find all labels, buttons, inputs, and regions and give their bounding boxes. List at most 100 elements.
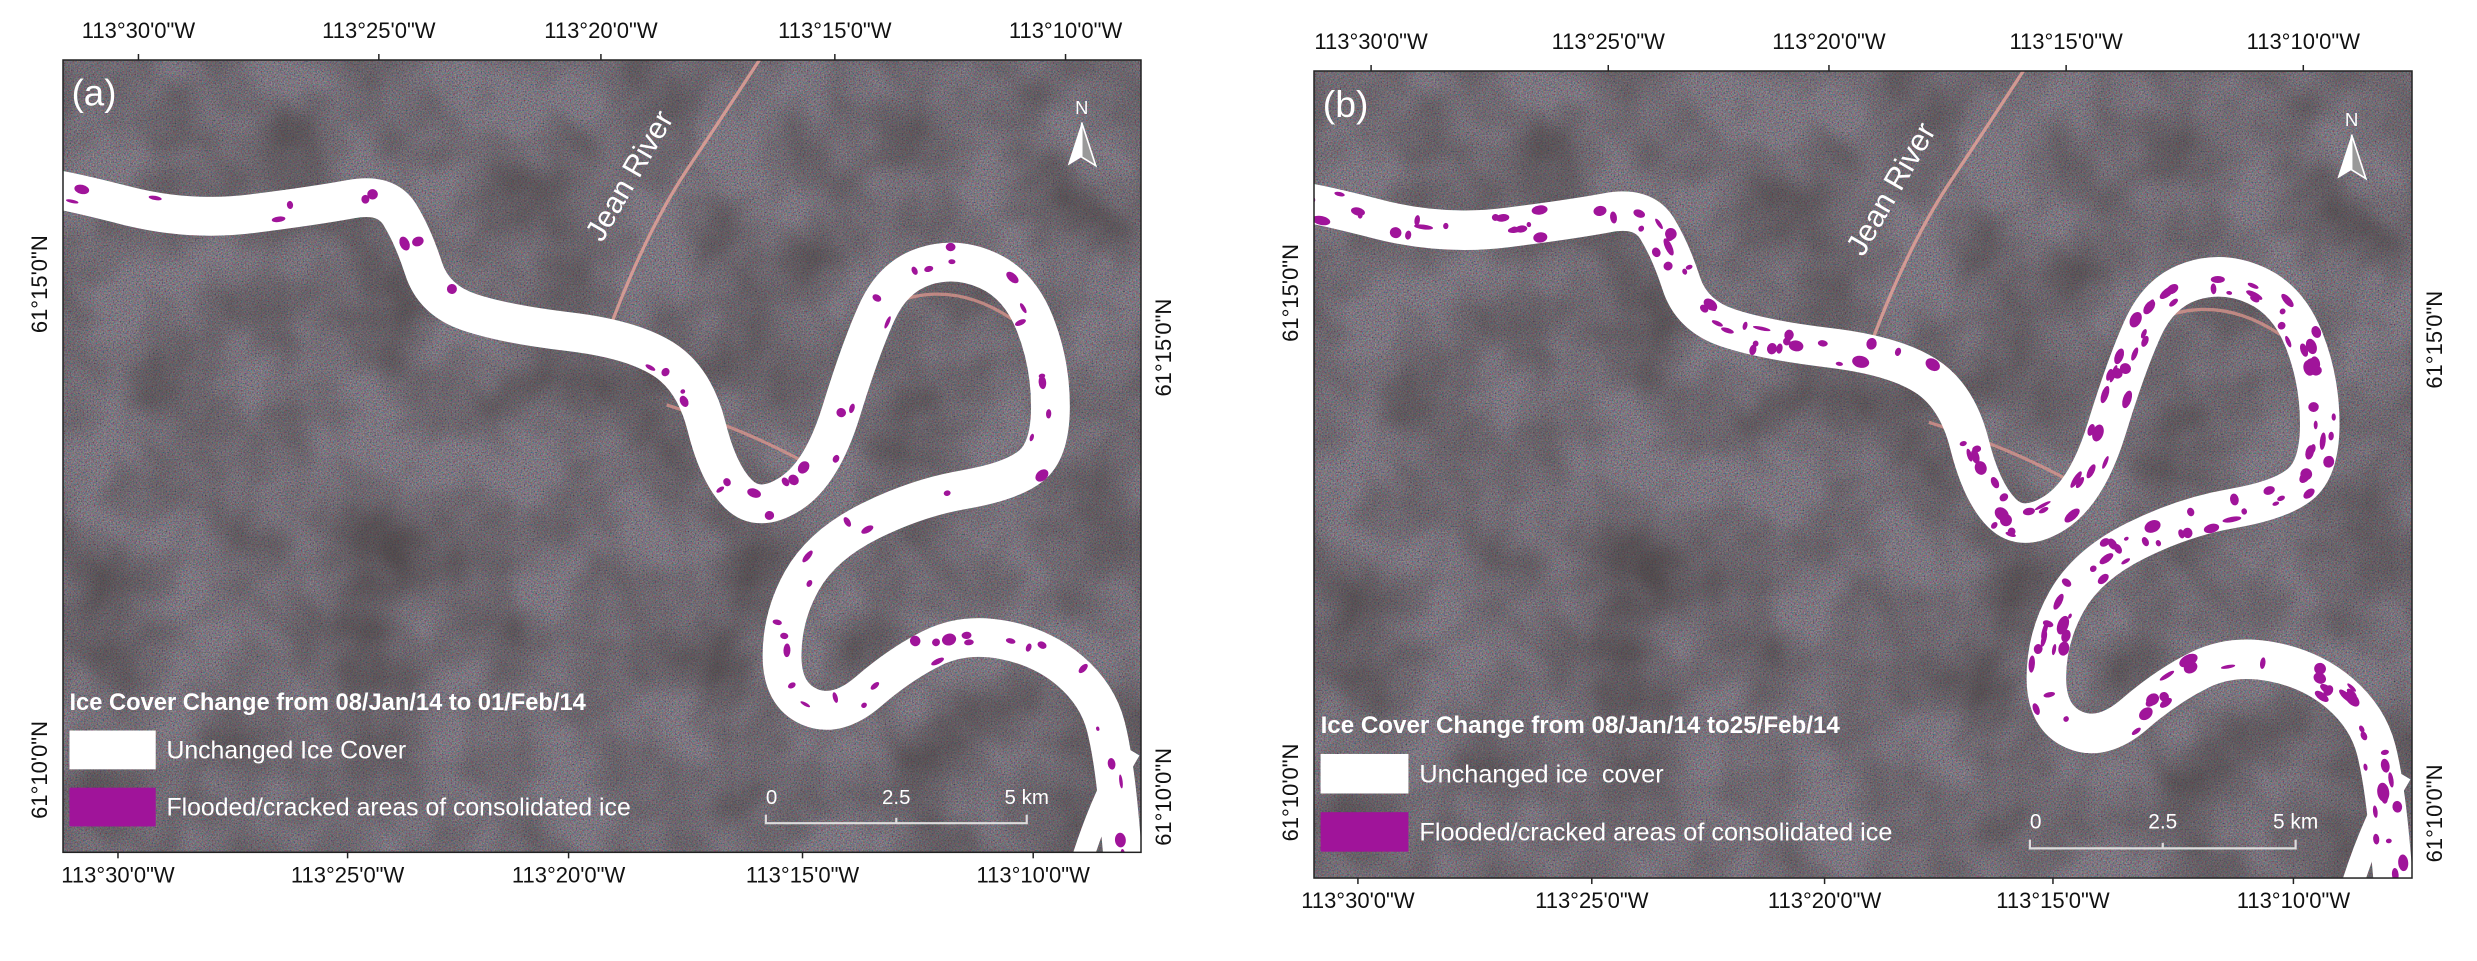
- flooded-ice-patch: [1711, 320, 1723, 327]
- flooded-ice-patch: [1721, 327, 1734, 334]
- flooded-ice-patch: [1999, 493, 2009, 502]
- longitude-label: 113°20'0"W: [512, 862, 626, 887]
- legend-item: Flooded/cracked areas of consolidated ic…: [166, 795, 630, 822]
- flooded-ice-patch: [1742, 321, 1748, 330]
- flooded-ice-patch: [2359, 725, 2365, 733]
- flooded-ice-patch: [2042, 620, 2054, 628]
- legend-swatch: [69, 730, 156, 770]
- flooded-ice-patch: [2097, 573, 2109, 585]
- flooded-ice-patch: [2102, 456, 2109, 469]
- flooded-ice-patch: [932, 638, 940, 647]
- north-label: N: [1075, 97, 1088, 118]
- flooded-ice-patch: [2119, 363, 2132, 374]
- flooded-ice-patch: [2040, 630, 2048, 647]
- flooded-ice-patch: [2319, 432, 2326, 450]
- flooded-ice-patch: [948, 259, 956, 265]
- longitude-label: 113°20'0"W: [1768, 888, 1882, 913]
- longitude-label: 113°15'0"W: [778, 18, 892, 43]
- panel-label: (a): [72, 72, 117, 113]
- flooded-ice-patch: [1314, 215, 1331, 226]
- flooded-ice-patch: [716, 486, 725, 493]
- flooded-ice-patch: [1638, 225, 1645, 232]
- flooded-ice-patch: [645, 364, 656, 371]
- flooded-ice-patch: [806, 579, 813, 587]
- flooded-ice-patch: [802, 550, 813, 563]
- flooded-ice-patch: [2058, 641, 2070, 656]
- scale-label: 2.5: [882, 786, 910, 809]
- flooded-ice-patch: [931, 657, 944, 666]
- longitude-label: 113°25'0"W: [291, 862, 405, 887]
- flooded-ice-patch: [870, 682, 880, 690]
- flooded-ice-patch: [911, 266, 918, 275]
- latitude-label: 61°10'0"N: [1278, 744, 1303, 842]
- flooded-ice-patch: [367, 189, 378, 200]
- scale-label: 2.5: [2148, 811, 2177, 834]
- flooded-ice-patch: [2086, 464, 2096, 479]
- flooded-ice-patch: [2122, 390, 2133, 409]
- flooded-ice-patch: [2299, 343, 2309, 357]
- flooded-ice-patch: [1005, 638, 1016, 644]
- flooded-ice-patch: [783, 643, 791, 658]
- flooded-ice-patch: [2272, 501, 2280, 506]
- flooded-ice-patch: [2155, 540, 2162, 547]
- flooded-ice-patch: [797, 461, 810, 474]
- flooded-ice-patch: [772, 619, 782, 626]
- map-frame: [62, 59, 1142, 854]
- flooded-ice-patch: [2299, 471, 2311, 483]
- flooded-ice-patch: [2210, 283, 2217, 295]
- flooded-ice-patch: [2182, 527, 2193, 539]
- flooded-ice-patch: [2380, 749, 2389, 755]
- map-frame: [1313, 70, 2413, 879]
- legend-swatch: [1320, 753, 1409, 794]
- flooded-ice-patch: [2144, 520, 2161, 533]
- flooded-ice-patch: [1526, 222, 1532, 228]
- flooded-ice-patch: [764, 510, 775, 520]
- flooded-ice-patch: [1107, 758, 1116, 770]
- flooded-ice-patch: [780, 632, 789, 640]
- flooded-ice-patch: [2226, 290, 2233, 295]
- flooded-ice-patch: [148, 195, 162, 201]
- flooded-ice-patch: [1852, 355, 1870, 368]
- flooded-ice-patch: [2279, 308, 2286, 315]
- flooded-ice-patch: [723, 478, 731, 487]
- flooded-ice-patch: [2331, 413, 2336, 421]
- flooded-ice-patch: [2159, 670, 2175, 681]
- latitude-label: 61°15'0"N: [1278, 244, 1303, 342]
- flooded-ice-patch: [2140, 328, 2147, 339]
- flooded-ice-patch: [2089, 565, 2097, 573]
- flooded-ice-patch: [2347, 683, 2357, 692]
- longitude-label: 113°25'0"W: [1552, 29, 1666, 54]
- flooded-ice-patch: [2141, 537, 2149, 547]
- flooded-ice-patch: [2131, 727, 2141, 736]
- flooded-ice-patch: [2360, 731, 2368, 741]
- flooded-ice-patch: [2313, 672, 2326, 684]
- flooded-ice-patch: [2323, 455, 2335, 468]
- river-ice: [63, 170, 1142, 853]
- flooded-ice-patch: [2246, 290, 2263, 300]
- flooded-ice-patch: [2106, 368, 2113, 381]
- flooded-ice-patch: [2141, 335, 2149, 347]
- flooded-ice-patch: [1663, 238, 1674, 256]
- flooded-ice-patch: [1096, 726, 1100, 731]
- river-ice-corner: [2343, 768, 2411, 879]
- flooded-ice-patch: [1119, 774, 1123, 789]
- flooded-ice-patch: [1703, 298, 1718, 311]
- flooded-ice-patch: [1999, 514, 2012, 527]
- flooded-ice-patch: [1389, 227, 1402, 239]
- flooded-ice-patch: [2392, 800, 2403, 813]
- flooded-ice-patch: [2310, 356, 2321, 370]
- flooded-ice-patch: [1685, 264, 1693, 270]
- flooded-ice-patch: [2380, 758, 2390, 773]
- map-panel: 113°30'0"W 113°25'0"W 113°20'0"W 113°15'0"W…: [1278, 29, 2447, 913]
- flooded-ice-patch: [2311, 326, 2322, 338]
- flooded-ice-patch: [2314, 690, 2329, 702]
- flooded-ice-patch: [884, 316, 891, 329]
- flooded-ice-patch: [1035, 469, 1049, 482]
- river-ice: [1314, 184, 2413, 879]
- flooded-ice-patch: [941, 633, 957, 646]
- longitude-label: 113°10'0"W: [1009, 18, 1123, 43]
- flooded-ice-patch: [2303, 488, 2315, 499]
- flooded-ice-patch: [2187, 507, 2195, 517]
- latitude-label: 61°10'0"N: [1151, 748, 1176, 846]
